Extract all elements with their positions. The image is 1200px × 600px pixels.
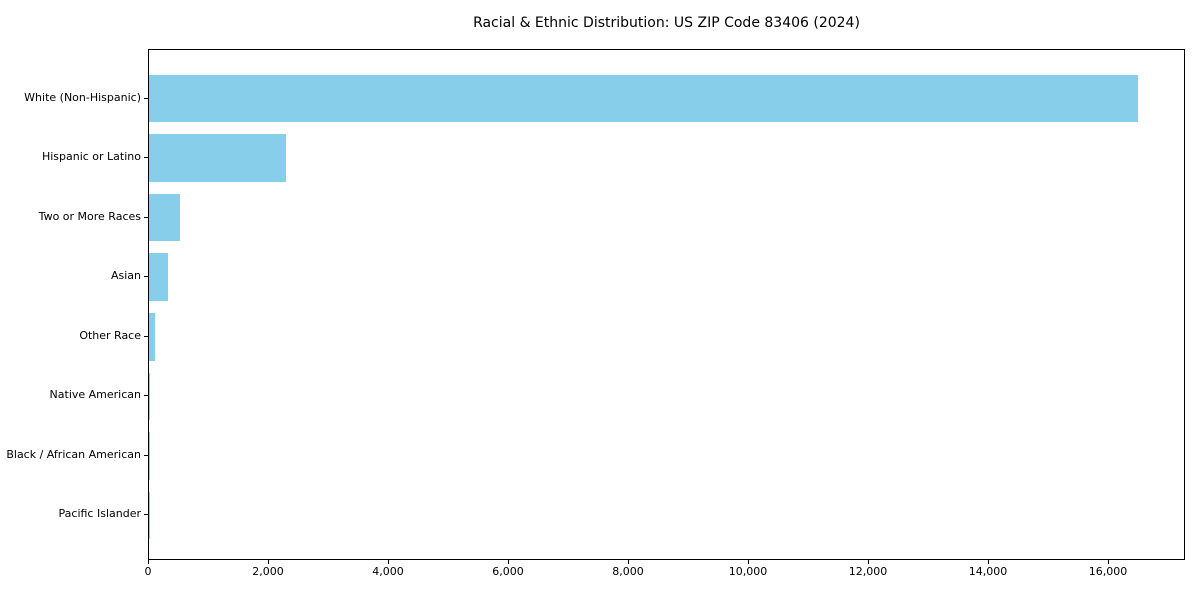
x-tick-label: 2,000 [252,565,284,578]
x-tick-label: 16,000 [1088,565,1128,578]
y-tick-mark [144,454,148,456]
y-tick-mark [144,395,148,397]
y-tick-label: Hispanic or Latino [41,150,141,164]
x-tick-mark [148,560,149,564]
x-tick-mark [268,560,269,564]
x-tick-label: 10,000 [728,565,768,578]
x-tick-mark [748,560,749,564]
y-tick-label: Other Race [79,328,141,342]
x-tick-mark [628,560,629,564]
x-tick-label: 0 [144,565,152,578]
x-tick-label: 4,000 [372,565,404,578]
y-tick-label: Pacific Islander [58,507,141,521]
x-tick-label: 6,000 [492,565,524,578]
y-tick-label: Asian [110,269,141,283]
x-tick-label: 8,000 [612,565,644,578]
bar-other-race [149,312,155,361]
y-tick-label: Native American [49,388,141,402]
y-tick-mark [144,97,148,99]
x-tick-label: 12,000 [848,565,888,578]
bar-white-non-hispanic [149,74,1138,123]
y-tick-mark [144,514,148,516]
y-tick-mark [144,216,148,218]
x-tick-mark [988,560,990,564]
y-tick-label: Two or More Races [38,209,141,223]
x-tick-mark [868,560,869,564]
bar-two-or-more-races [149,193,180,242]
x-tick-mark [388,560,389,564]
y-tick-mark [144,335,148,337]
bar-native-american [149,372,151,421]
y-tick-mark [144,276,148,278]
y-tick-label: Black / African American [6,447,141,461]
x-tick-label: 14,000 [968,565,1008,578]
bar-black-african-american [149,432,150,480]
bar-hispanic-or-latino [149,134,286,182]
y-tick-label: White (Non-Hispanic) [24,90,141,104]
bar-asian [149,253,168,301]
y-tick-mark [144,157,148,159]
chart-title: Racial & Ethnic Distribution: US ZIP Cod… [473,15,860,31]
plot-area [148,49,1185,560]
x-tick-mark [508,560,509,564]
x-tick-mark [1108,560,1110,564]
